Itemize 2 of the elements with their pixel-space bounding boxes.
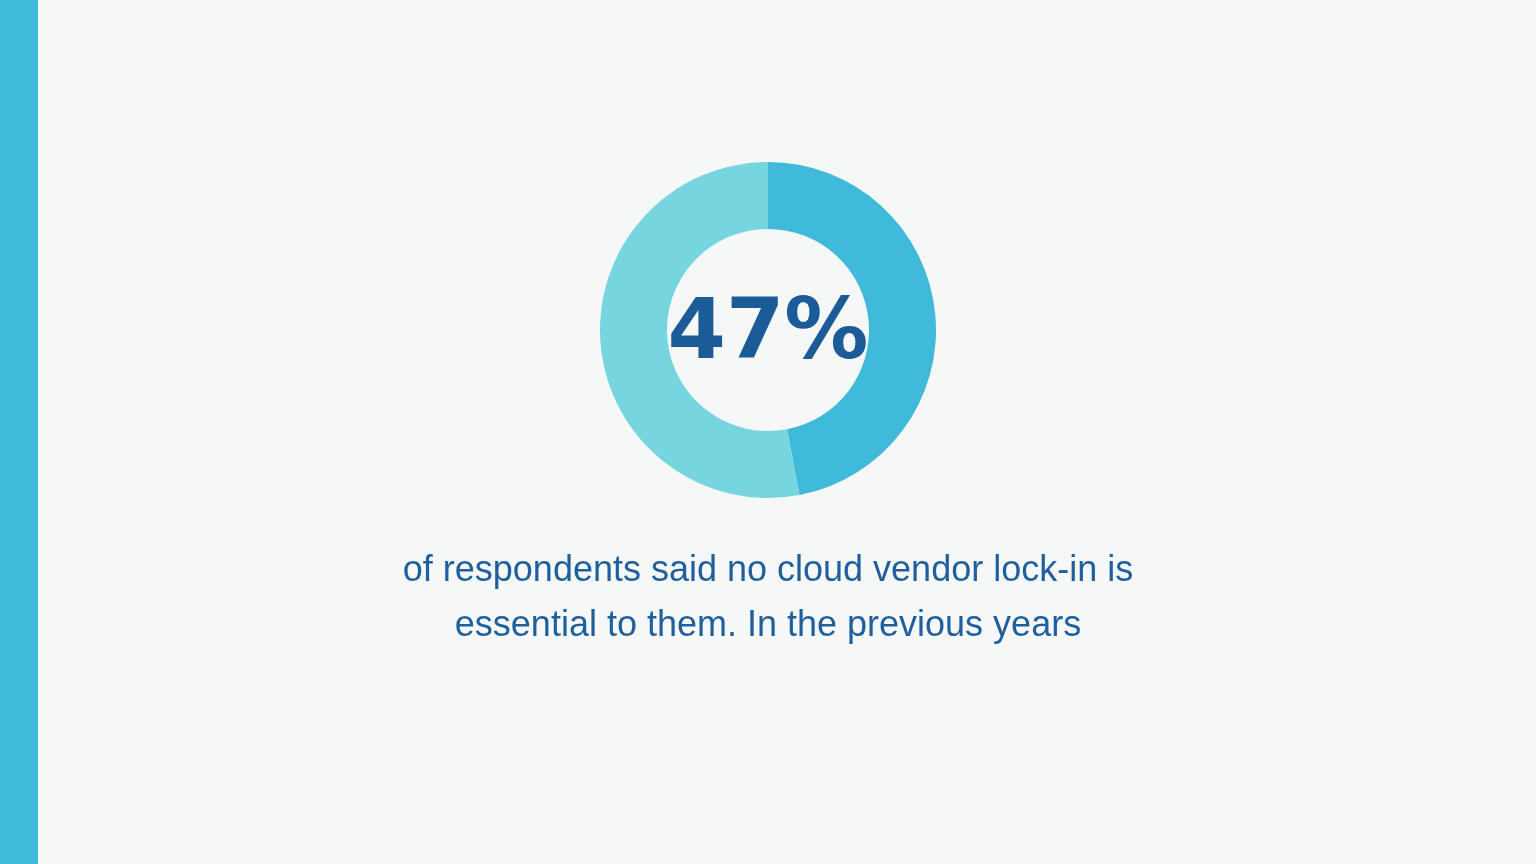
text: of respondents said no cloud vendor lock-in is essential to them. In the previous years [402, 548, 1134, 644]
data-label: 47% [667, 280, 869, 378]
